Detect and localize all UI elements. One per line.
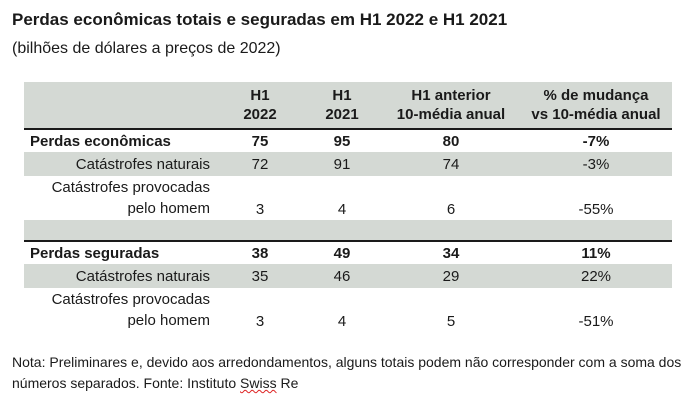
cell-value: 5: [446, 313, 456, 330]
header-10yr-average: H1 anterior 10-média anual: [396, 87, 506, 123]
header-h1-2022: H1 2022: [243, 87, 277, 123]
footnote: Nota: Preliminares e, devido aos arredon…: [12, 352, 692, 394]
header-pct-change: % de mudança vs 10-média anual: [531, 87, 661, 123]
cell-value: 74: [442, 155, 460, 173]
cell-value: -55%: [578, 201, 614, 218]
row-label: Catástrofes naturais: [75, 155, 210, 173]
table-row-insured-natural: Catástrofes naturais 35 46 29 22%: [24, 264, 672, 288]
cell-value: 3: [255, 313, 265, 330]
cell-value: 4: [337, 313, 347, 330]
cell-value: 35: [251, 267, 269, 285]
row-label: Catástrofes provocadas pelo homem: [51, 291, 210, 329]
cell-value: 75: [251, 132, 269, 150]
losses-table: H1 2022 H1 2021 H1 anterior 10-média anual …: [24, 82, 672, 332]
cell-value: 91: [333, 155, 351, 173]
cell-value: 38: [251, 244, 269, 262]
cell-value: -3%: [582, 155, 610, 173]
footnote-source-tail: Re: [276, 375, 299, 391]
footnote-source-word: Swiss: [240, 375, 277, 391]
row-label: Catástrofes provocadas pelo homem: [51, 179, 210, 217]
cell-value: 6: [446, 201, 456, 218]
cell-value: 22%: [580, 267, 612, 285]
table-row-insured-total: Perdas seguradas 38 49 34 11%: [24, 240, 672, 264]
cell-value: 29: [442, 267, 460, 285]
cell-value: 3: [255, 201, 265, 218]
cell-value: 11%: [581, 244, 611, 262]
row-label: Perdas econômicas: [30, 132, 171, 150]
page-subtitle: (bilhões de dólares a preços de 2022): [12, 40, 281, 57]
cell-value: 80: [442, 132, 460, 150]
table-row-economic-total: Perdas econômicas 75 95 80 -7%: [24, 128, 672, 152]
table-row-insured-manmade: Catástrofes provocadas pelo homem 3 4 5 -…: [24, 288, 672, 332]
table-row-economic-natural: Catástrofes naturais 72 91 74 -3%: [24, 152, 672, 176]
section-divider: [24, 220, 672, 240]
cell-value: 34: [442, 244, 460, 262]
cell-value: -7%: [582, 132, 610, 150]
table-row-economic-manmade: Catástrofes provocadas pelo homem 3 4 6 -…: [24, 176, 672, 220]
cell-value: 49: [333, 244, 351, 262]
cell-value: 4: [337, 201, 347, 218]
cell-value: -51%: [578, 313, 614, 330]
table-header-row: H1 2022 H1 2021 H1 anterior 10-média anual …: [24, 82, 672, 128]
cell-value: 72: [251, 155, 269, 173]
row-label: Perdas seguradas: [30, 244, 160, 262]
cell-value: 95: [333, 132, 351, 150]
header-h1-2021: H1 2021: [325, 87, 359, 123]
page-title: Perdas econômicas totais e seguradas em …: [12, 10, 508, 29]
footnote-text: Nota: Preliminares e, devido aos arredon…: [12, 354, 682, 391]
row-label: Catástrofes naturais: [75, 267, 210, 285]
cell-value: 46: [333, 267, 351, 285]
